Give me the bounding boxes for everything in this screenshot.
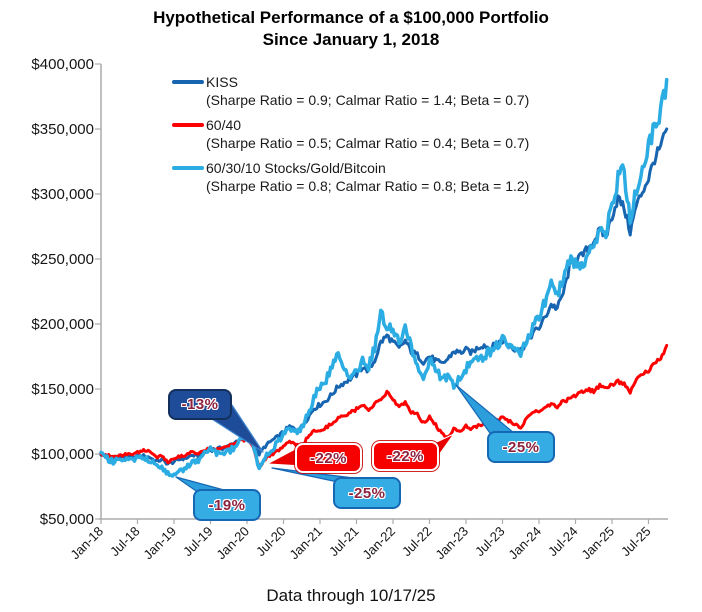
chart-title-line2: Since January 1, 2018 <box>262 30 440 50</box>
x-tick-label: Jul-20 <box>253 524 289 560</box>
x-tick-label: Jan-23 <box>432 524 471 563</box>
x-tick-label: Jul-23 <box>472 524 508 560</box>
legend-stats-kiss: (Sharpe Ratio = 0.9; Calmar Ratio = 1.4;… <box>206 92 530 108</box>
y-tick-label: $300,000 <box>31 186 94 203</box>
603010-line-swatch <box>172 166 204 170</box>
y-tick-label: $50,000 <box>40 511 94 528</box>
y-tick-label: $150,000 <box>31 381 94 398</box>
y-tick-label: $250,000 <box>31 251 94 268</box>
x-tick-label: Jul-21 <box>326 524 362 560</box>
x-tick-label: Jul-24 <box>545 524 581 560</box>
series-line-2 <box>99 343 669 470</box>
x-tick-label: Jul-25 <box>618 524 654 560</box>
legend-item-603010: 60/30/10 Stocks/Gold/Bitcoin (Sharpe Rat… <box>172 160 529 194</box>
y-tick-label: $100,000 <box>31 446 94 463</box>
x-tick-label: Jan-25 <box>578 524 617 563</box>
legend-stats-6040: (Sharpe Ratio = 0.5; Calmar Ratio = 0.4;… <box>206 135 530 151</box>
chart-legend: KISS (Sharpe Ratio = 0.9; Calmar Ratio =… <box>172 74 529 203</box>
data-through-note: Data through 10/17/25 <box>266 586 436 605</box>
callout-kiss-2020-max-drawdown: -13% <box>168 389 232 420</box>
x-tick-label: Jul-19 <box>180 524 216 560</box>
legend-label-kiss: KISS <box>206 74 238 90</box>
y-tick-label: $400,000 <box>31 56 94 73</box>
legend-item-6040: 60/40 (Sharpe Ratio = 0.5; Calmar Ratio … <box>172 117 529 151</box>
x-tick-label: Jan-18 <box>67 524 106 563</box>
legend-stats-603010: (Sharpe Ratio = 0.8; Calmar Ratio = 0.8;… <box>206 178 530 194</box>
callout-6040-2022-drawdown: -22% <box>372 441 439 471</box>
callout-603010-2022-drawdown: -25% <box>487 431 555 463</box>
callout-6040-2020-drawdown: -22% <box>295 443 362 473</box>
x-tick-label: Jul-22 <box>399 524 435 560</box>
x-tick-label: Jan-19 <box>140 524 179 563</box>
callout-603010-2020-drawdown: -25% <box>333 477 401 509</box>
x-tick-label: Jul-18 <box>107 524 143 560</box>
x-tick-label: Jan-24 <box>505 524 544 563</box>
chart-title: Hypothetical Performance of a $100,000 P… <box>0 7 702 52</box>
series-line-3 <box>99 77 669 478</box>
legend-label-6040: 60/40 <box>206 117 242 133</box>
y-tick-label: $350,000 <box>31 121 94 138</box>
y-tick-label: $200,000 <box>31 316 94 333</box>
x-tick-label: Jan-22 <box>359 524 398 563</box>
x-tick-label: Jan-21 <box>286 524 325 563</box>
x-tick-label: Jan-20 <box>213 524 252 563</box>
kiss-line-swatch <box>172 80 204 84</box>
legend-label-603010: 60/30/10 Stocks/Gold/Bitcoin <box>206 160 386 176</box>
legend-item-kiss: KISS (Sharpe Ratio = 0.9; Calmar Ratio =… <box>172 74 529 108</box>
callout-603010-2018-drawdown: -19% <box>193 489 261 521</box>
chart-title-line1: Hypothetical Performance of a $100,000 P… <box>153 8 549 27</box>
6040-line-swatch <box>172 123 204 127</box>
